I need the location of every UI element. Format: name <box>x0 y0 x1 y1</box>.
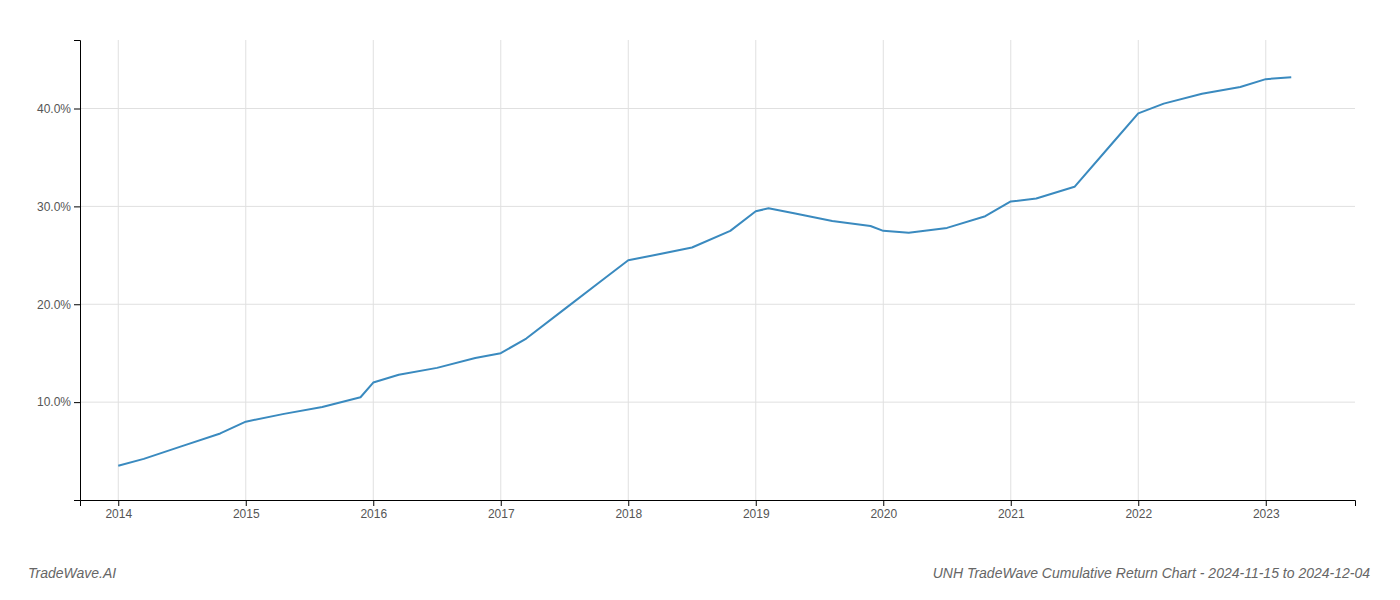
x-tick: 2022 <box>1125 500 1152 521</box>
x-tick-mark <box>883 500 884 506</box>
y-tick-label: 20.0% <box>37 298 71 312</box>
x-grid-line <box>245 40 246 500</box>
x-tick-label: 2018 <box>615 507 642 521</box>
x-tick-label: 2014 <box>105 507 132 521</box>
x-tick-label: 2021 <box>998 507 1025 521</box>
x-tick-mark <box>1138 500 1139 506</box>
x-grid-line <box>118 40 119 500</box>
x-tick-label: 2016 <box>360 507 387 521</box>
y-grid-line <box>80 304 1355 305</box>
x-tick-mark <box>501 500 502 506</box>
y-tick-mark <box>74 402 80 403</box>
x-grid-line <box>883 40 884 500</box>
x-grid-line <box>755 40 756 500</box>
x-tick-mark <box>756 500 757 506</box>
y-grid-line <box>80 402 1355 403</box>
chart: 2014 2015 2016 2017 2018 2019 2020 2021 2022 2023… <box>0 0 1400 600</box>
y-tick: 10.0% <box>37 395 80 409</box>
annotation: TradeWave.AI <box>28 565 116 581</box>
y-tick-mark <box>74 206 80 207</box>
x-grid-line <box>1265 40 1266 500</box>
x-axis: 2014 2015 2016 2017 2018 2019 2020 2021 2022 2023 <box>81 500 1356 521</box>
x-tick: 2020 <box>870 500 897 521</box>
x-tick-mark <box>118 500 119 506</box>
x-tick-mark <box>373 500 374 506</box>
y-tick-label: 10.0% <box>37 395 71 409</box>
x-tick-mark <box>628 500 629 506</box>
x-grid-line <box>500 40 501 500</box>
y-tick: 30.0% <box>37 200 80 214</box>
x-tick: 2016 <box>360 500 387 521</box>
x-tick: 2014 <box>105 500 132 521</box>
y-tick: 40.0% <box>37 102 80 116</box>
y-tick-label: 30.0% <box>37 200 71 214</box>
y-axis-line <box>74 41 81 501</box>
x-grid-line <box>1138 40 1139 500</box>
x-tick: 2021 <box>998 500 1025 521</box>
y-grid-line <box>80 206 1355 207</box>
x-tick: 2017 <box>488 500 515 521</box>
x-tick-label: 2017 <box>488 507 515 521</box>
x-grid-line <box>628 40 629 500</box>
y-axis: 10.0% 20.0% 30.0% 40.0% <box>37 41 81 501</box>
x-tick-label: 2015 <box>233 507 260 521</box>
y-tick: 20.0% <box>37 298 80 312</box>
y-tick-label: 40.0% <box>37 102 71 116</box>
x-tick: 2023 <box>1253 500 1280 521</box>
line <box>118 77 1291 466</box>
marks <box>118 77 1291 466</box>
x-tick-label: 2023 <box>1253 507 1280 521</box>
x-grid-line <box>1010 40 1011 500</box>
y-tick-mark <box>74 109 80 110</box>
x-grid-line <box>373 40 374 500</box>
x-tick-label: 2019 <box>743 507 770 521</box>
x-tick-mark <box>246 500 247 506</box>
x-axis-line <box>81 501 1356 507</box>
grid <box>80 40 1355 500</box>
x-tick-label: 2022 <box>1125 507 1152 521</box>
title: UNH TradeWave Cumulative Return Chart - … <box>933 565 1371 581</box>
x-tick: 2015 <box>233 500 260 521</box>
y-tick-mark <box>74 304 80 305</box>
x-tick-label: 2020 <box>870 507 897 521</box>
x-tick: 2018 <box>615 500 642 521</box>
x-tick-mark <box>1266 500 1267 506</box>
x-tick-mark <box>1011 500 1012 506</box>
x-tick: 2019 <box>743 500 770 521</box>
plot-area: 2014 2015 2016 2017 2018 2019 2020 2021 2022 2023… <box>37 40 1356 521</box>
y-grid-line <box>80 108 1355 109</box>
